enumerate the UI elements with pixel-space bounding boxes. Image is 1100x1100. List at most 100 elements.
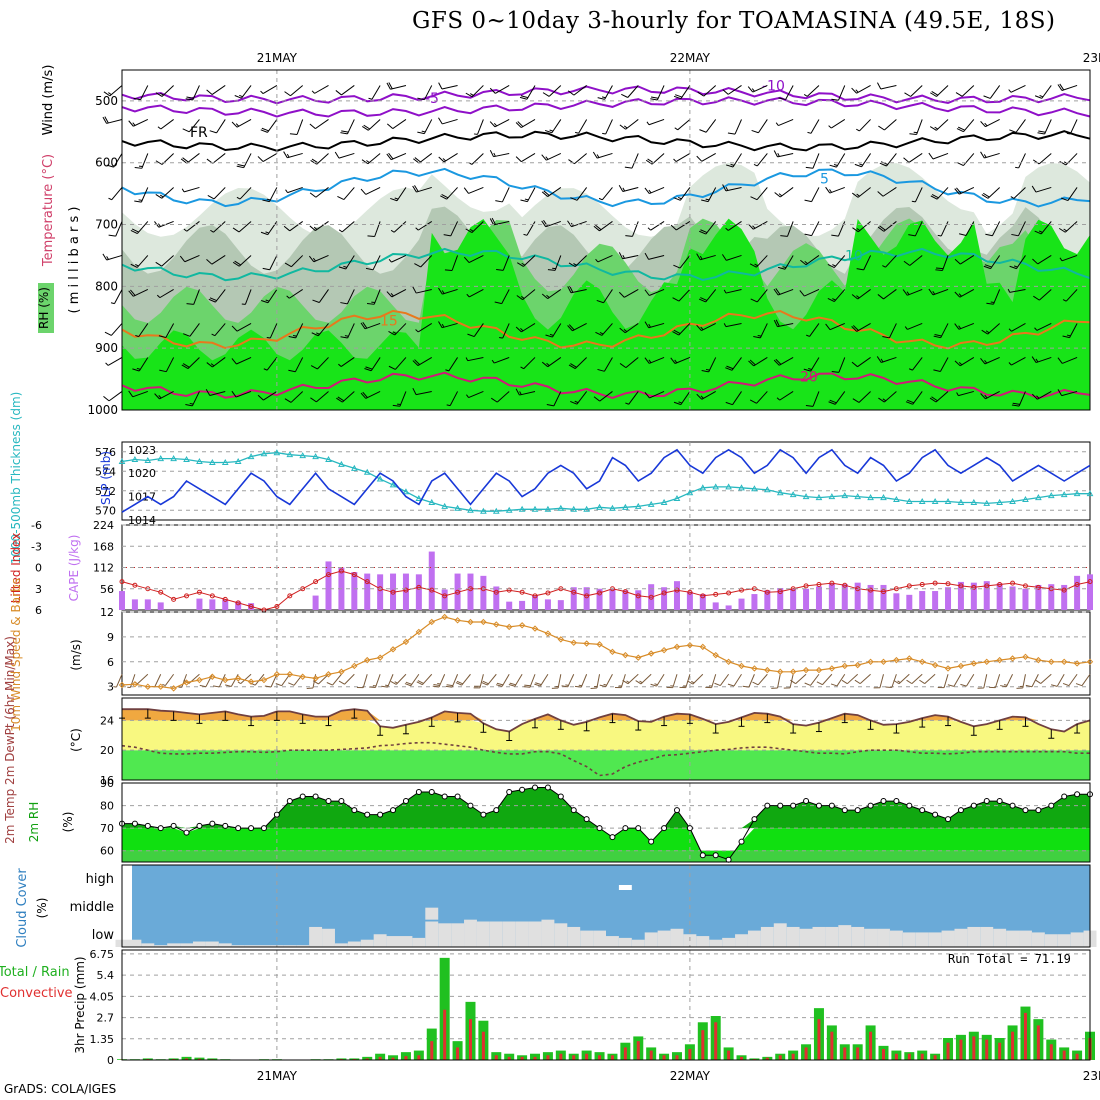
cloud-low-bar <box>167 943 181 947</box>
lifted-index-line <box>121 570 1091 611</box>
wind-barb <box>311 85 329 94</box>
wind-barb <box>491 356 510 364</box>
wind-barb <box>831 357 846 373</box>
rh-point <box>635 825 642 832</box>
cape-bar <box>777 587 784 610</box>
rh-point <box>544 784 551 791</box>
wind-barb <box>1008 323 1026 332</box>
run-total-label: Run Total = 71.19 <box>948 952 1071 966</box>
lifted-index-point <box>416 584 422 590</box>
wind-barb <box>207 187 226 200</box>
thickness-point <box>596 503 603 510</box>
wind-barb <box>595 254 613 263</box>
wind-speed-point <box>906 655 913 662</box>
cloud-low-bar <box>825 926 839 947</box>
cloud-low-bar <box>567 926 581 947</box>
rh-point <box>738 838 745 845</box>
wind-barb <box>335 85 355 96</box>
wind-barb <box>672 289 691 302</box>
cloud-low-bar <box>1019 930 1032 947</box>
wind-barb <box>110 289 123 305</box>
wind-speed-point <box>1086 658 1094 666</box>
cape-bar <box>454 573 461 610</box>
lifted-index-point <box>209 593 215 599</box>
wind-barb <box>908 357 923 371</box>
cloud-low-bar <box>244 945 258 947</box>
wind-barb <box>1062 289 1078 302</box>
wind-barb <box>1050 674 1065 687</box>
cape-bar <box>712 602 719 610</box>
wind-barb <box>415 221 433 231</box>
cloud-low-bar <box>593 930 606 947</box>
lifted-index-point <box>713 591 719 597</box>
wind-barb <box>231 356 252 365</box>
wind-barb <box>827 289 846 303</box>
thickness-point <box>531 505 539 512</box>
cloud-low-bar <box>657 930 671 947</box>
rh-point <box>312 793 319 800</box>
wind-barb <box>928 288 949 296</box>
wind-speed-point <box>699 643 707 651</box>
cape-bar <box>893 593 900 610</box>
wind-speed-point <box>919 658 926 666</box>
wind-barb <box>236 187 252 200</box>
wind-barb <box>876 356 897 363</box>
rh2m-unit: (%) <box>61 812 75 833</box>
rh-base-band <box>122 850 1090 862</box>
wind-barb <box>830 673 846 687</box>
cape-bar <box>1035 584 1042 610</box>
wind-barb <box>534 673 549 687</box>
wind-barb <box>1031 185 1052 193</box>
wind-barb <box>310 357 329 370</box>
precip-conv-bar <box>365 1058 369 1060</box>
wind-barb <box>670 356 691 364</box>
wind-barb <box>365 255 381 271</box>
wind-barb <box>773 357 794 366</box>
wind-barb <box>108 187 123 201</box>
cape-bar <box>841 584 848 610</box>
wind-barb <box>750 289 768 303</box>
lifted-index-point <box>945 581 951 587</box>
precip-conv-bar <box>533 1056 537 1060</box>
cape-bar <box>906 594 913 610</box>
thickness-point <box>1009 497 1016 504</box>
wind-barb <box>1057 83 1078 92</box>
thickness-point <box>260 450 268 457</box>
wind-barb <box>473 674 484 689</box>
wind-barb <box>751 119 768 134</box>
wind-barb <box>790 673 807 685</box>
precip-conv-bar <box>185 1058 189 1060</box>
cape-tick: 224 <box>93 519 114 532</box>
wind-barb <box>1008 357 1026 366</box>
wind-barb <box>489 150 510 158</box>
rh-tick: 90 <box>100 777 114 790</box>
wind-barb <box>260 221 278 236</box>
precip-axis-title: 3hr Precip (mm) <box>73 956 87 1053</box>
rh-point <box>222 822 229 829</box>
wind-barb <box>1009 255 1026 270</box>
wind-speed-point <box>389 646 397 653</box>
wind-speed-point <box>596 641 603 648</box>
wind-barb <box>825 322 845 331</box>
wind-barb <box>162 673 175 686</box>
rh-point <box>157 825 164 832</box>
wind-barb <box>825 186 845 194</box>
wind-barb <box>179 254 200 263</box>
wind-barb <box>954 255 975 265</box>
wind-barb <box>445 357 458 372</box>
lifted-index-point <box>532 593 538 599</box>
wind-barb <box>723 322 742 328</box>
lifted-index-point <box>287 593 293 599</box>
wind-barb <box>206 85 226 95</box>
lifted-index-point <box>829 580 835 586</box>
cape-bar <box>557 600 564 610</box>
cloud-low-bar <box>993 928 1007 947</box>
wind-barb <box>985 221 1001 237</box>
precip-conv-bar <box>559 1053 563 1060</box>
wind-speed-point <box>260 676 268 684</box>
precip-tick: 4.05 <box>90 990 115 1003</box>
cape-bar <box>131 599 138 610</box>
millibars-axis-title: ( m i l l i b a r s ) <box>67 207 82 314</box>
wind-barb <box>209 119 226 134</box>
wind-speed-point <box>415 628 423 636</box>
